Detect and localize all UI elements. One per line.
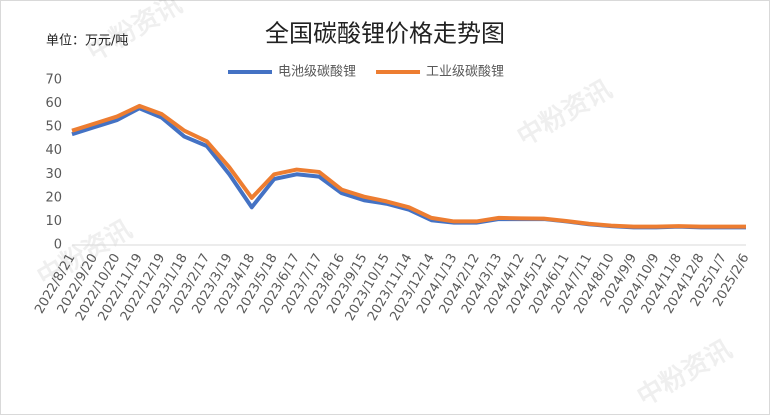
y-tick-label: 20: [45, 190, 62, 205]
chart-title: 全国碳酸锂价格走势图: [265, 20, 505, 48]
y-tick-label: 30: [45, 167, 62, 182]
y-tick-label: 40: [45, 143, 62, 158]
series-line: [71, 103, 746, 229]
unit-label: 单位：万元/吨: [46, 34, 128, 49]
y-tick-label: 0: [54, 238, 62, 253]
y-tick-label: 10: [45, 214, 62, 229]
y-tick-label: 60: [45, 96, 62, 111]
legend-label: 工业级碳酸锂: [426, 65, 504, 80]
y-tick-label: 70: [45, 73, 62, 88]
y-tick-label: 50: [45, 120, 62, 135]
legend-label: 电池级碳酸锂: [278, 65, 356, 80]
